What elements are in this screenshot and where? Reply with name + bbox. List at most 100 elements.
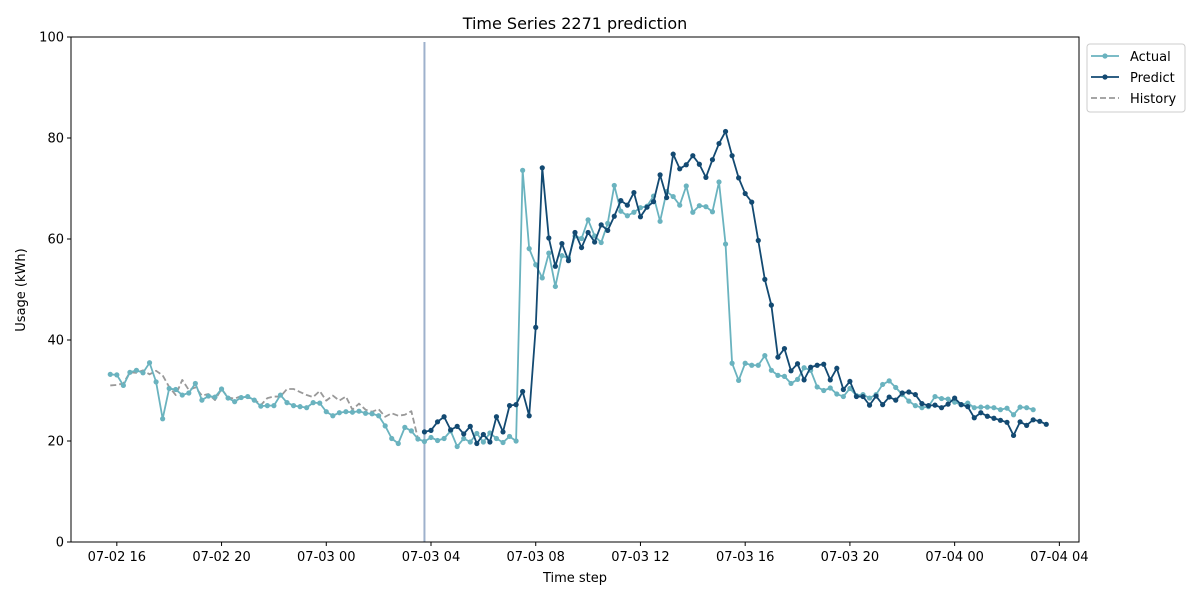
actual-point <box>467 439 473 445</box>
predict-point <box>840 386 846 393</box>
actual-point <box>415 436 421 442</box>
actual-point <box>984 404 990 410</box>
actual-point <box>729 360 735 366</box>
actual-point <box>238 394 244 401</box>
actual-point <box>762 353 768 359</box>
actual-point <box>788 380 794 387</box>
predict-point <box>448 427 454 433</box>
predict-point <box>474 440 480 447</box>
predict-point <box>729 153 735 159</box>
actual-point <box>657 218 663 224</box>
actual-point <box>834 391 840 397</box>
predict-point <box>801 377 807 383</box>
predict-point <box>644 204 650 210</box>
predict-point <box>434 419 441 425</box>
actual-point <box>932 393 938 400</box>
predict-point <box>899 390 905 396</box>
predict-point <box>1037 418 1043 424</box>
predict-point <box>631 189 637 196</box>
actual-point <box>677 202 683 208</box>
actual-point <box>716 179 722 185</box>
actual-point <box>389 435 395 442</box>
y-tick-label: 20 <box>47 435 64 450</box>
actual-point <box>840 393 846 400</box>
actual-point <box>768 367 774 373</box>
predict-point <box>664 194 670 201</box>
actual-point <box>611 182 617 189</box>
actual-point <box>533 262 539 268</box>
actual-point <box>500 439 506 446</box>
actual-point <box>395 440 401 447</box>
predict-point <box>716 140 722 147</box>
predict-point <box>919 401 925 407</box>
predict-point <box>1024 422 1030 428</box>
predict-point <box>886 394 892 400</box>
predict-point <box>487 439 493 445</box>
actual-point <box>546 250 552 256</box>
legend-predict-label: Predict <box>1130 71 1175 86</box>
actual-point <box>317 400 323 406</box>
predict-point <box>421 429 428 435</box>
y-tick-label: 100 <box>39 31 64 46</box>
actual-point <box>225 395 231 401</box>
x-tick-label: 07-02 20 <box>192 550 250 565</box>
actual-point <box>114 372 120 378</box>
actual-point <box>578 235 585 242</box>
actual-point <box>297 404 303 410</box>
predict-point <box>520 388 526 395</box>
predict-point <box>657 172 663 178</box>
actual-point <box>1010 412 1017 418</box>
predict-point <box>513 402 519 408</box>
actual-point <box>369 411 375 417</box>
predict-point <box>1043 421 1049 427</box>
actual-point <box>690 209 696 215</box>
y-axis-label: Usage (kWh) <box>14 248 29 331</box>
predict-point <box>847 378 853 385</box>
predict-point <box>598 222 604 228</box>
actual-point <box>1024 405 1030 411</box>
actual-point <box>480 439 486 445</box>
predict-point <box>736 175 742 181</box>
predict-point <box>938 405 945 411</box>
actual-point <box>605 220 611 226</box>
predict-point <box>912 391 918 398</box>
actual-point <box>1004 405 1010 411</box>
legend-box <box>1086 43 1186 113</box>
legend-predict-marker <box>1102 74 1108 80</box>
actual-point <box>140 370 146 376</box>
predict-point <box>794 361 801 367</box>
actual-point <box>310 400 316 406</box>
predict-point <box>696 161 702 167</box>
actual-point <box>205 393 212 399</box>
actual-point <box>192 380 198 387</box>
predict-point <box>781 345 788 352</box>
actual-point <box>199 397 205 403</box>
predict-point <box>991 415 997 421</box>
predict-point <box>997 417 1004 423</box>
actual-point <box>382 423 388 429</box>
actual-point <box>801 365 807 371</box>
actual-point <box>742 360 748 366</box>
actual-point <box>441 435 447 442</box>
predict-point <box>1004 419 1010 425</box>
predict-point <box>670 151 676 157</box>
x-axis-label: Time step <box>542 571 607 586</box>
predict-point <box>880 402 886 408</box>
x-tick-label: 07-03 12 <box>611 550 669 565</box>
x-tick-label: 07-03 08 <box>507 550 565 565</box>
predict-point <box>906 389 912 395</box>
predict-point <box>749 199 755 205</box>
predict-point <box>539 165 545 171</box>
actual-point <box>330 413 336 419</box>
actual-point <box>166 385 172 392</box>
legend-history-label: History <box>1130 92 1177 107</box>
predict-point <box>1010 432 1017 439</box>
actual-series-line <box>110 169 1034 448</box>
predict-point <box>618 198 624 204</box>
actual-point <box>906 398 912 404</box>
actual-point <box>1017 404 1023 410</box>
actual-point <box>755 362 761 368</box>
actual-point <box>722 241 729 247</box>
predict-point <box>1017 419 1023 425</box>
predict-point <box>677 166 683 172</box>
